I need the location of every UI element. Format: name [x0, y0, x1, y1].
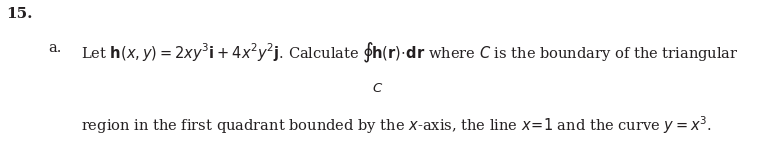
Text: region in the first quadrant bounded by the $x$-axis, the line $x\!=\!1$ and the: region in the first quadrant bounded by … [81, 115, 712, 136]
Text: a.: a. [48, 41, 61, 55]
Text: $C$: $C$ [372, 82, 384, 95]
Text: Let $\mathbf{h}(x, y) = 2xy^3\mathbf{i}+4x^2y^2\mathbf{j}$. Calculate $\oint\!\m: Let $\mathbf{h}(x, y) = 2xy^3\mathbf{i}+… [81, 41, 739, 65]
Text: 15.: 15. [6, 7, 32, 21]
